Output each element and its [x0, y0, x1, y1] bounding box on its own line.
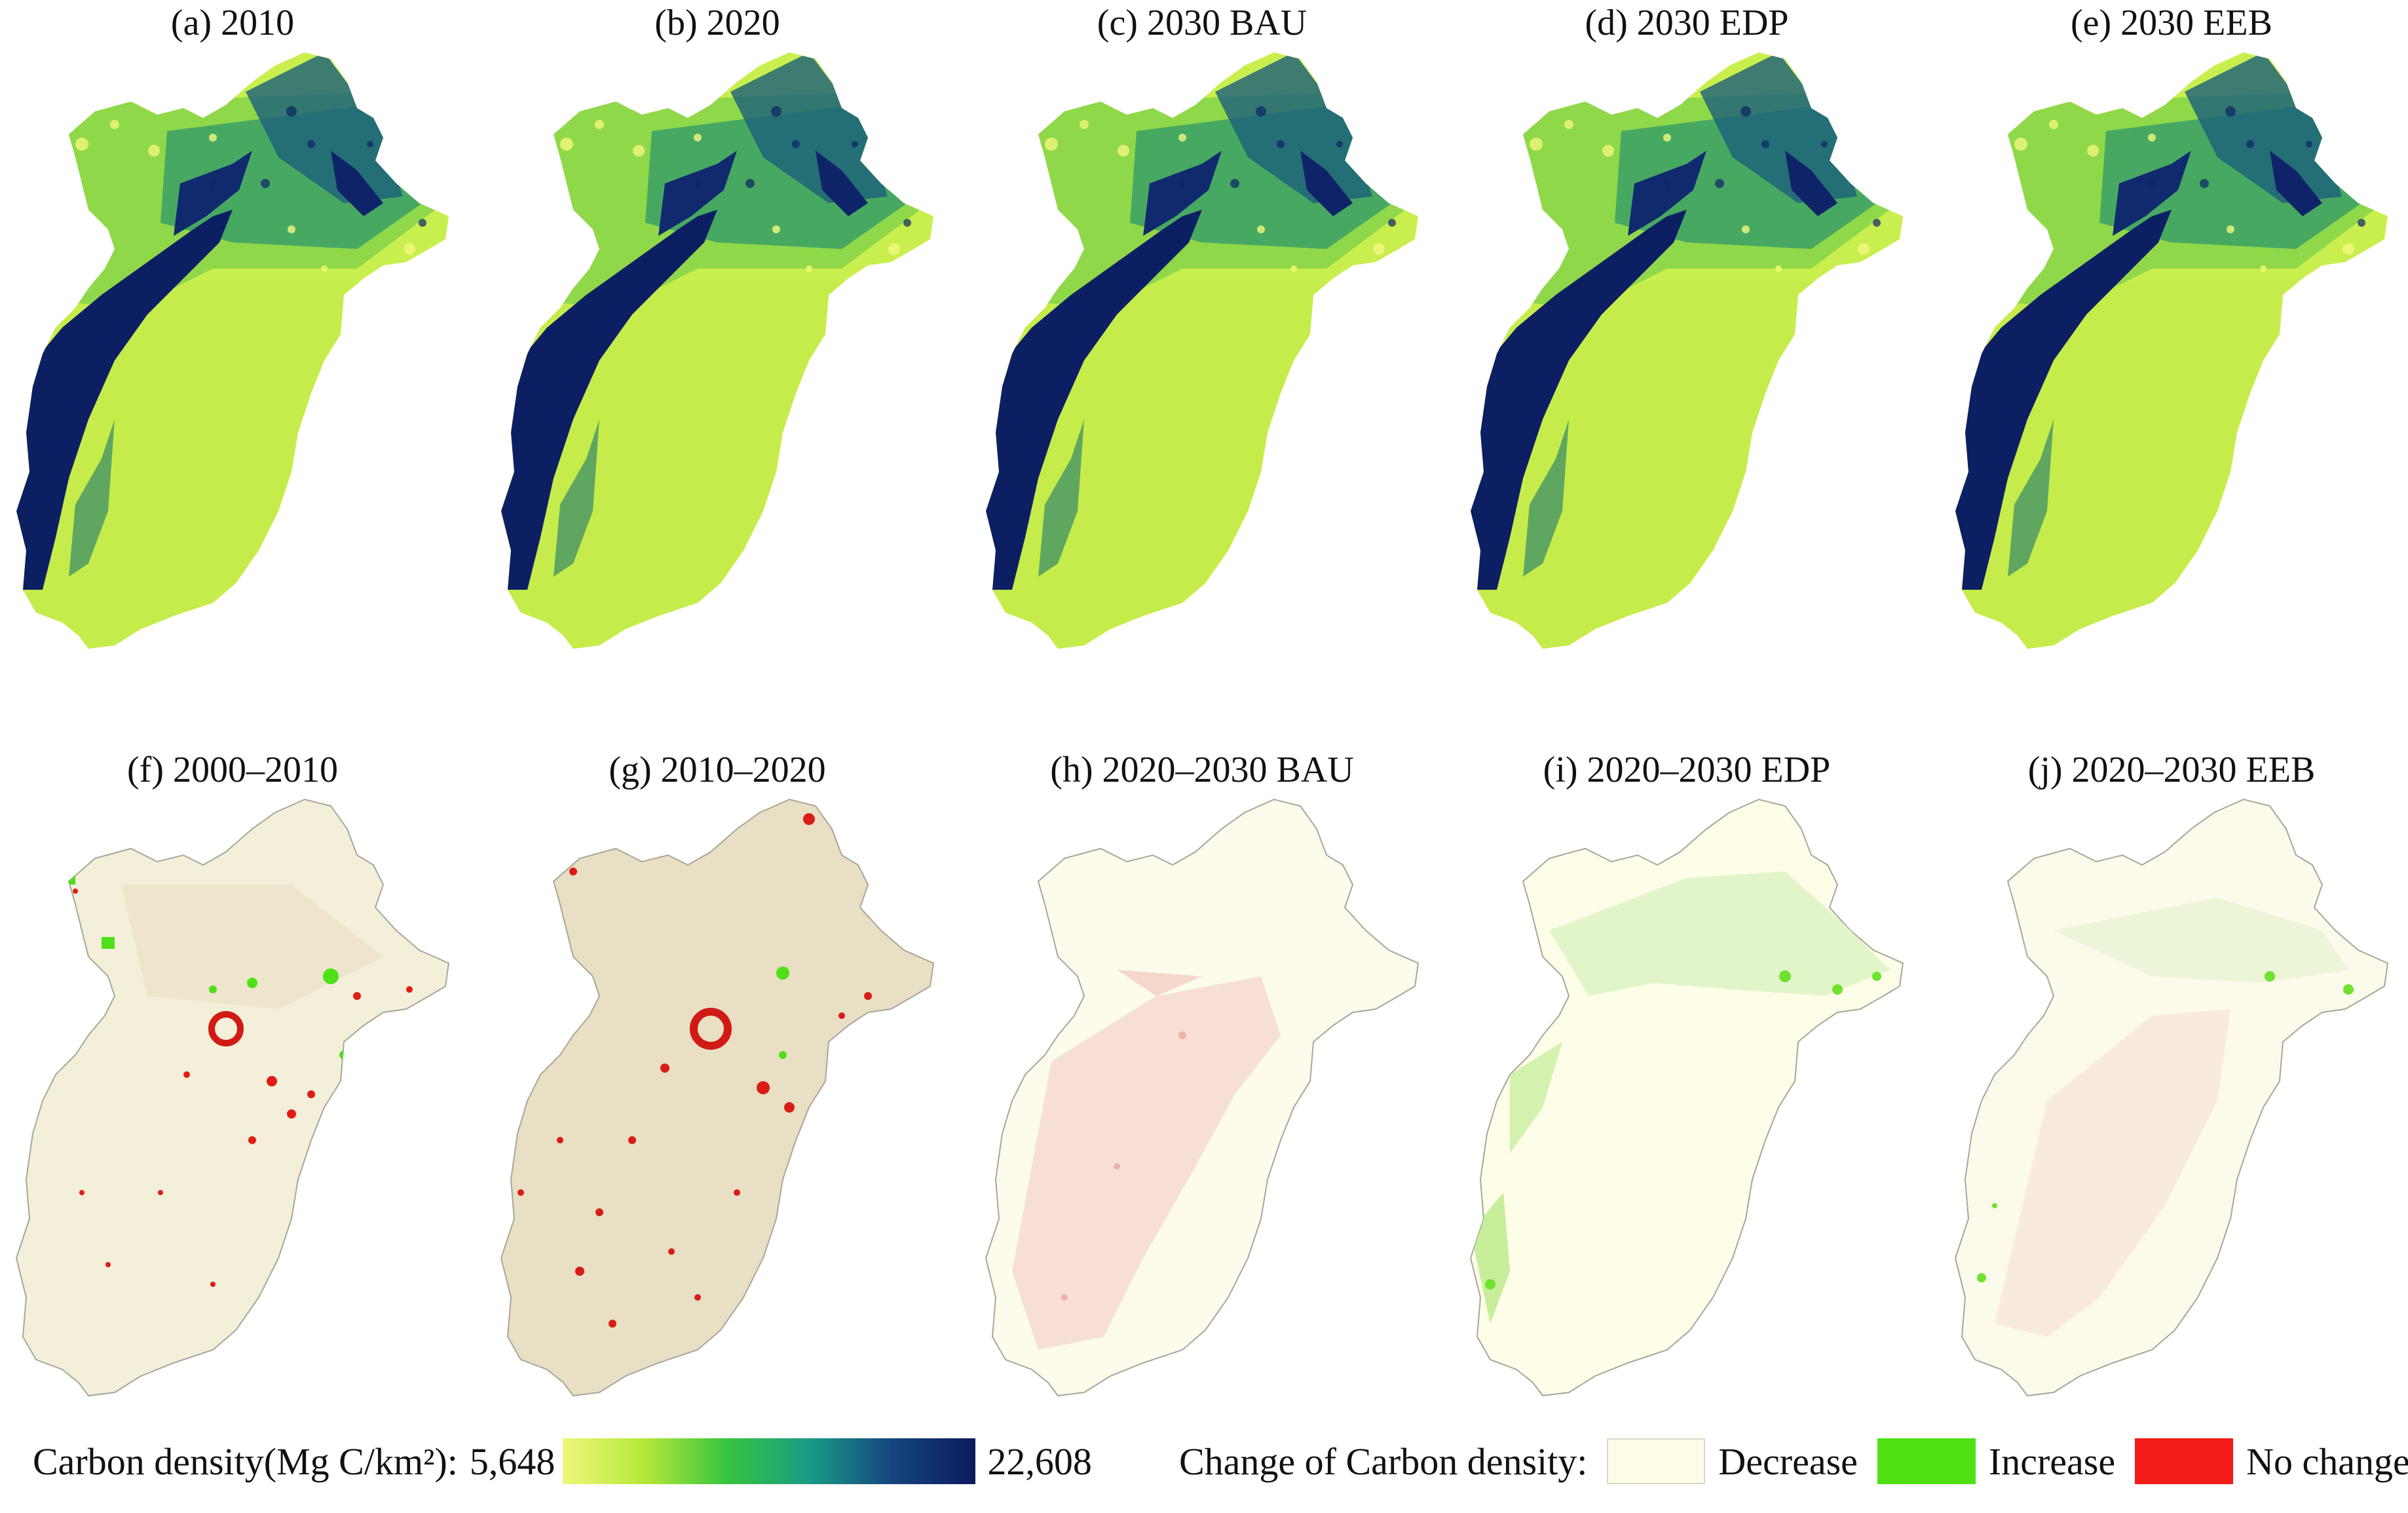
density-map-e: [1955, 52, 2388, 655]
legend-item-increase: Increase: [1988, 1440, 2116, 1483]
swatch-decrease: [1607, 1438, 1706, 1484]
panel-title: (e) 2030 EEB: [2071, 3, 2272, 43]
panel-title: (b) 2020: [654, 3, 780, 43]
legend-change-label: Change of Carbon density:: [1179, 1440, 1588, 1483]
change-map-g: [501, 799, 933, 1402]
legend-item-decrease: Decrease: [1718, 1440, 1858, 1483]
panel-title: (f) 2000–2010: [127, 750, 338, 790]
map-panel-c: (c) 2030 BAU: [973, 0, 1431, 708]
density-map-c: [986, 52, 1418, 655]
map-panel-g: (g) 2010–2020: [488, 747, 947, 1455]
map-panel-h: (h) 2020–2030 BAU: [973, 747, 1431, 1455]
change-map-f: [16, 799, 449, 1402]
map-panel-i: (i) 2020–2030 EDP: [1458, 747, 1916, 1455]
legend-density: Carbon density(Mg C/km²): 5,648 22,608: [33, 1435, 1092, 1487]
map-panel-a: (a) 2010: [3, 0, 462, 708]
panel-title: (i) 2020–2030 EDP: [1543, 750, 1831, 790]
panel-title: (h) 2020–2030 BAU: [1050, 750, 1354, 790]
legend-item-no-change: No change: [2246, 1440, 2408, 1483]
map-panel-f: (f) 2000–2010: [3, 747, 462, 1455]
panel-title: (j) 2020–2030 EEB: [2027, 750, 2316, 790]
map-panel-e: (e) 2030 EEB: [1942, 0, 2401, 708]
panel-title: (c) 2030 BAU: [1097, 3, 1307, 43]
change-map-h: [986, 799, 1418, 1402]
swatch-increase: [1877, 1438, 1976, 1484]
map-panel-j: (j) 2020–2030 EEB: [1942, 747, 2401, 1455]
panel-title: (a) 2010: [170, 3, 295, 43]
legend-density-label: Carbon density(Mg C/km²):: [33, 1440, 458, 1483]
panel-title: (g) 2010–2020: [609, 750, 826, 790]
change-map-i: [1471, 799, 1903, 1402]
density-gradient-bar: [563, 1438, 976, 1484]
map-panel-d: (d) 2030 EDP: [1458, 0, 1916, 708]
swatch-no-change: [2135, 1438, 2234, 1484]
legend-change: Change of Carbon density: Decrease Incre…: [1179, 1435, 2408, 1487]
density-map-d: [1471, 52, 1903, 655]
change-map-j: [1955, 799, 2388, 1402]
panel-title: (d) 2030 EDP: [1585, 3, 1789, 43]
map-panel-b: (b) 2020: [488, 0, 947, 708]
legend-density-min: 5,648: [469, 1440, 555, 1483]
density-map-a: [16, 52, 449, 655]
legend-density-max: 22,608: [987, 1440, 1092, 1483]
density-map-b: [501, 52, 933, 655]
